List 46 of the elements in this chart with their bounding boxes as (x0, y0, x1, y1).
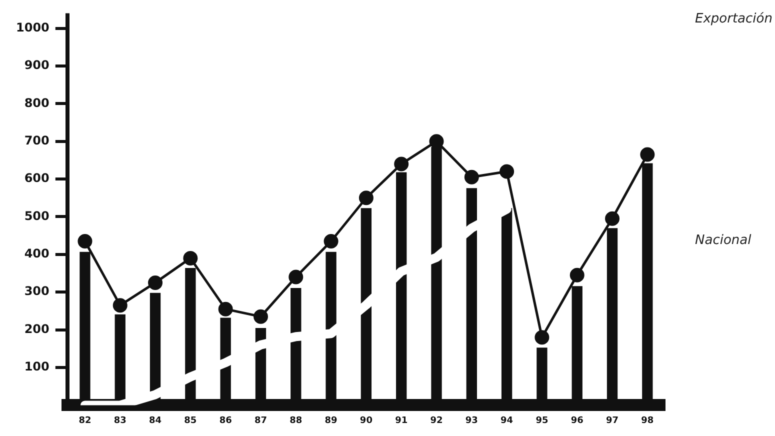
x-tick-label: 94 (500, 416, 514, 426)
x-tick-label: 91 (395, 416, 408, 426)
y-tick-label: 300 (24, 284, 50, 298)
point (464, 170, 479, 184)
text: Exportación (695, 12, 772, 27)
text: Nacional (695, 232, 752, 248)
x-tick-label: 93 (465, 416, 478, 426)
point (183, 250, 198, 266)
point (640, 147, 655, 162)
point (429, 134, 444, 149)
point (78, 234, 92, 248)
point (148, 275, 163, 290)
x-tick-label: 96 (570, 416, 584, 426)
y-tick-label: 900 (24, 58, 50, 72)
x-tick-label: 84 (149, 416, 162, 426)
y-tick-label: 700 (24, 133, 50, 148)
point (324, 234, 338, 248)
point (534, 330, 550, 345)
y-tick-label: 100 (24, 360, 50, 374)
x-tick-label: 87 (254, 416, 268, 426)
y-tick-label: 1000 (16, 20, 50, 34)
y-tick-label: 500 (24, 208, 50, 223)
point (288, 270, 304, 284)
point (500, 164, 514, 179)
y-tick-label: 200 (24, 322, 50, 336)
x-tick-label: 90 (360, 416, 372, 426)
x-tick-label: 88 (290, 416, 302, 426)
x-tick-label: 98 (641, 416, 654, 426)
y-tick-label: 600 (24, 171, 50, 186)
point (253, 309, 268, 324)
x-tick-label: 86 (219, 416, 232, 426)
x-tick-label: 95 (536, 416, 548, 426)
x-tick-label: 85 (184, 416, 197, 426)
point (112, 298, 128, 313)
x-tick-label: 89 (324, 416, 338, 426)
point (358, 190, 374, 206)
y-tick-label: 400 (24, 246, 50, 261)
point (218, 302, 233, 316)
y-tick-label: 800 (24, 96, 50, 110)
x-tick-label: 92 (430, 416, 443, 426)
x-tick-label: 82 (78, 416, 92, 426)
x-tick-label: 97 (606, 416, 619, 426)
x-tick-label: 83 (114, 416, 126, 426)
point (394, 156, 409, 172)
point (570, 268, 584, 282)
point (605, 211, 620, 226)
